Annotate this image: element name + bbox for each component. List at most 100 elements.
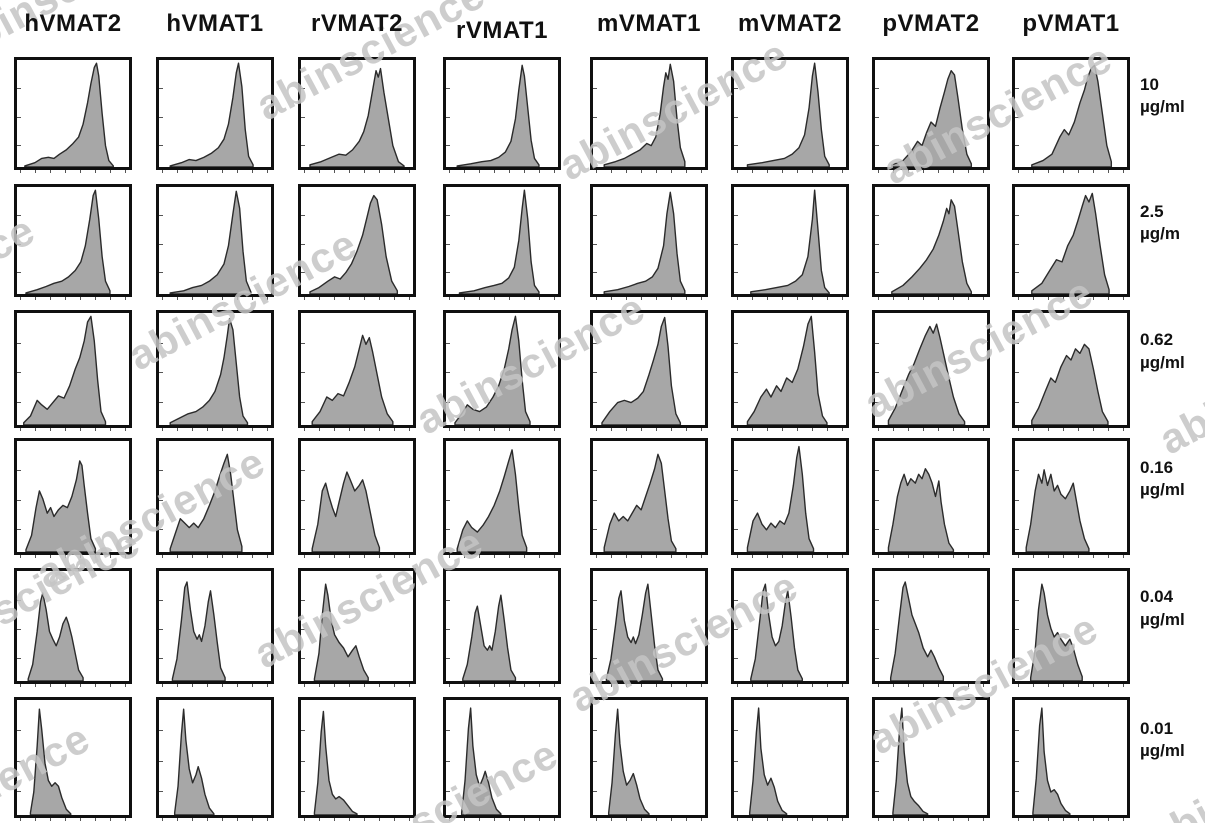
histogram-cell-r4c1-hvmat2 — [14, 438, 132, 555]
histogram-cell-r5c1-hvmat2 — [14, 568, 132, 684]
axis-tick — [446, 401, 450, 403]
histogram-curve — [301, 571, 413, 681]
histogram-curve — [1015, 571, 1127, 681]
axis-tick — [301, 629, 305, 630]
axis-tickrow — [20, 428, 126, 432]
watermark-text: abinscience — [1151, 303, 1205, 464]
axis-tick — [159, 760, 163, 762]
axis-tickrow — [1018, 684, 1124, 688]
axis-tick — [593, 401, 597, 403]
axis-tick — [17, 470, 21, 472]
histogram-cell-r1c4-rvmat1 — [443, 57, 561, 170]
row-label-2-5: 2.5 µg/m — [1140, 201, 1204, 247]
axis-tick — [159, 243, 163, 245]
axis-tick — [875, 215, 879, 217]
axis-tick — [593, 342, 597, 344]
histogram-curve — [159, 60, 271, 167]
axis-tick — [446, 658, 450, 659]
histogram-curve — [875, 313, 987, 425]
histogram-curve — [1015, 187, 1127, 294]
axis-tick — [1015, 600, 1019, 601]
row-label-line: 10 — [1140, 74, 1159, 94]
axis-tick — [446, 790, 450, 792]
axis-tick — [875, 144, 879, 146]
histogram-cell-r6c1-hvmat2 — [14, 697, 132, 818]
histogram-cell-r2c3-rvmat2 — [298, 184, 416, 297]
axis-tick — [593, 116, 597, 118]
axis-tick — [446, 528, 450, 530]
axis-tickrow — [596, 170, 702, 174]
row-label-0-01: 0.01 µg/ml — [1140, 718, 1204, 764]
axis-tick — [17, 401, 21, 403]
axis-tick — [734, 271, 738, 273]
histogram-curve — [446, 441, 558, 552]
histogram-curve — [875, 60, 987, 167]
axis-tick — [734, 243, 738, 245]
axis-tick — [593, 629, 597, 630]
axis-tickrow — [737, 297, 843, 301]
histogram-curve — [17, 441, 129, 552]
axis-tick — [301, 88, 305, 90]
row-label-line: 0.01 — [1140, 718, 1174, 738]
histogram-curve — [875, 187, 987, 294]
axis-tickrow — [737, 428, 843, 432]
histogram-curve — [301, 187, 413, 294]
axis-tick — [734, 528, 738, 530]
histogram-curve — [446, 313, 558, 425]
histogram-cell-r4c4-rvmat1 — [443, 438, 561, 555]
axis-tick — [301, 271, 305, 273]
axis-tick — [593, 600, 597, 601]
histogram-cell-r3c7-pvmat2 — [872, 310, 990, 428]
axis-tick — [17, 528, 21, 530]
histogram-cell-r4c7-pvmat2 — [872, 438, 990, 555]
axis-tick — [734, 401, 738, 403]
histogram-cell-r1c7-pvmat2 — [872, 57, 990, 170]
axis-tickrow — [878, 297, 984, 301]
axis-tick — [1015, 243, 1019, 245]
axis-tick — [734, 342, 738, 344]
axis-tick — [301, 116, 305, 118]
histogram-curve — [301, 60, 413, 167]
axis-tickrow — [449, 818, 555, 822]
histogram-curve — [159, 441, 271, 552]
axis-tickrow — [304, 555, 410, 559]
row-label-line: 0.16 — [1140, 457, 1174, 477]
histogram-cell-r1c3-rvmat2 — [298, 57, 416, 170]
axis-tickrow — [162, 428, 268, 432]
histogram-cell-r6c6-mvmat2 — [731, 697, 849, 818]
axis-tickrow — [1018, 555, 1124, 559]
axis-tickrow — [1018, 170, 1124, 174]
row-label-line: µg/ml — [1140, 480, 1185, 500]
column-header-hvmat2: hVMAT2 — [24, 10, 122, 37]
histogram-cell-r4c5-mvmat1 — [590, 438, 708, 555]
histogram-curve — [734, 441, 846, 552]
row-label-0-04: 0.04 µg/ml — [1140, 586, 1204, 632]
axis-tick — [301, 215, 305, 217]
axis-tickrow — [162, 684, 268, 688]
axis-tick — [734, 88, 738, 90]
axis-tickrow — [878, 555, 984, 559]
histogram-cell-r1c6-mvmat2 — [731, 57, 849, 170]
histogram-cell-r3c4-rvmat1 — [443, 310, 561, 428]
axis-tick — [875, 629, 879, 630]
axis-tick — [446, 271, 450, 273]
axis-tick — [593, 271, 597, 273]
axis-tick — [593, 760, 597, 762]
axis-tick — [734, 372, 738, 373]
histogram-cell-r2c5-mvmat1 — [590, 184, 708, 297]
histogram-cell-r6c8-pvmat1 — [1012, 697, 1130, 818]
axis-tick — [593, 243, 597, 245]
axis-tick — [875, 600, 879, 601]
column-header-pvmat1: pVMAT1 — [1022, 10, 1120, 37]
axis-tick — [593, 528, 597, 530]
histogram-curve — [17, 187, 129, 294]
axis-tick — [17, 499, 21, 501]
histogram-curve — [17, 700, 129, 815]
axis-tick — [159, 730, 163, 732]
axis-tick — [301, 730, 305, 732]
axis-tick — [1015, 144, 1019, 146]
histogram-curve — [593, 187, 705, 294]
histogram-cell-r6c3-rvmat2 — [298, 697, 416, 818]
histogram-curve — [446, 700, 558, 815]
axis-tick — [159, 790, 163, 792]
